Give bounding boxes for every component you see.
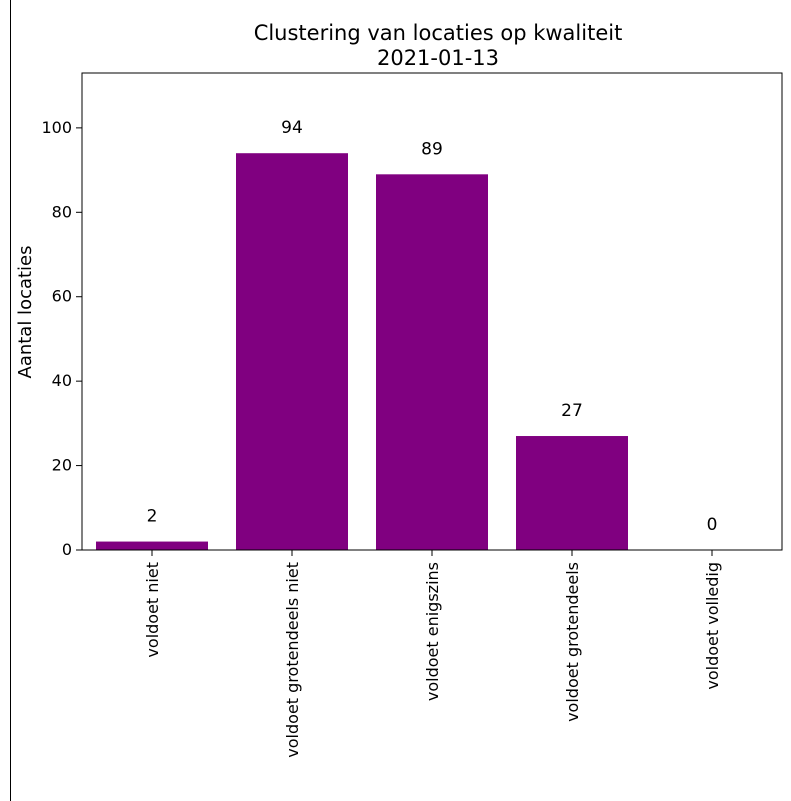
bar-2 bbox=[376, 174, 488, 550]
bar-0 bbox=[96, 541, 208, 550]
chart-subtitle: 2021-01-13 bbox=[377, 46, 499, 70]
y-tick-label-20: 20 bbox=[52, 456, 72, 475]
y-tick-label-0: 0 bbox=[62, 540, 72, 559]
data-label-0: 2 bbox=[147, 507, 158, 527]
x-tick-label-1: voldoet grotendeels niet bbox=[283, 562, 302, 758]
bar-1 bbox=[236, 153, 348, 550]
x-tick-label-4: voldoet volledig bbox=[703, 562, 722, 690]
data-label-3: 27 bbox=[561, 401, 583, 421]
y-axis-label: Aantal locaties bbox=[15, 245, 36, 378]
y-tick-label-60: 60 bbox=[52, 287, 72, 306]
x-tick-label-3: voldoet grotendeels bbox=[563, 562, 582, 722]
x-tick-label-2: voldoet enigszins bbox=[423, 562, 442, 701]
left-border-rule bbox=[10, 0, 11, 801]
data-label-4: 0 bbox=[707, 515, 718, 535]
chart-title: Clustering van locaties op kwaliteit bbox=[254, 21, 623, 45]
bar-3 bbox=[516, 436, 628, 550]
x-tick-label-0: voldoet niet bbox=[143, 562, 162, 658]
data-label-2: 89 bbox=[421, 139, 443, 159]
y-tick-label-80: 80 bbox=[52, 202, 72, 221]
plot-area: 2 94 89 27 0 0 20 40 60 80 100 voldoet niet voldoet … bbox=[41, 72, 783, 758]
data-label-1: 94 bbox=[281, 118, 303, 138]
y-tick-label-40: 40 bbox=[52, 371, 72, 390]
y-tick-label-100: 100 bbox=[41, 118, 72, 137]
